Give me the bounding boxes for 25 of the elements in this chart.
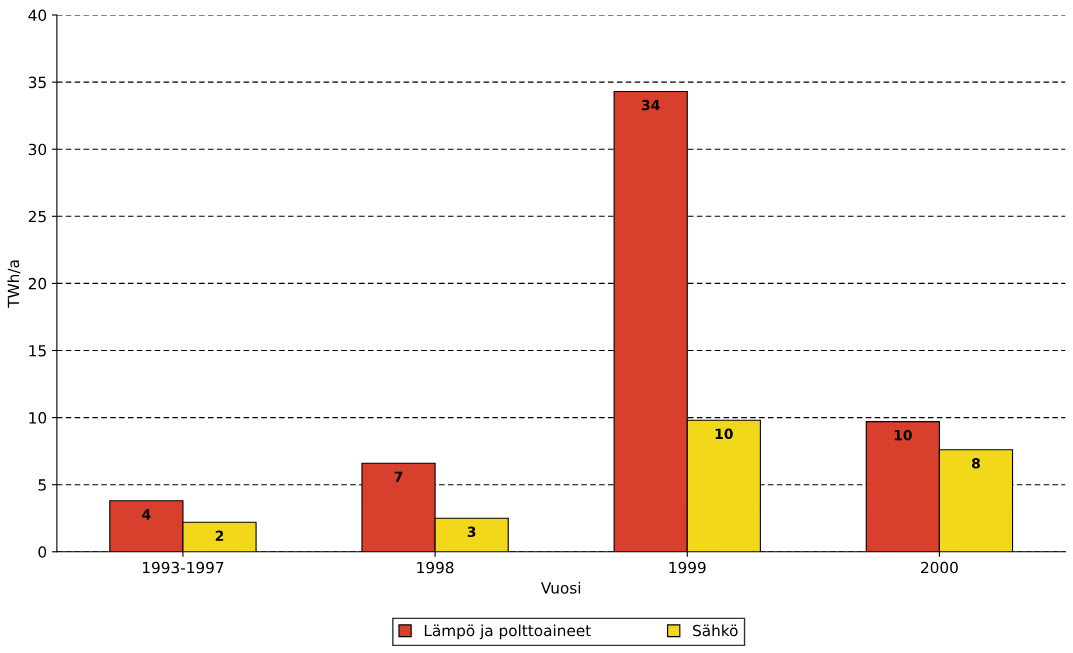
data-label: 8: [971, 458, 980, 469]
data-label: 4: [142, 509, 151, 520]
data-label: 10: [715, 428, 733, 440]
x-tick-label: 1999: [669, 561, 706, 574]
data-label: 3: [467, 526, 476, 538]
y-tick-label: 35: [28, 76, 46, 89]
y-tick-label: 25: [28, 210, 46, 223]
legend-label: Lämpö ja polttoaineet: [424, 624, 591, 640]
y-tick-label: 40: [28, 9, 47, 22]
data-label: 34: [641, 99, 660, 111]
legend-label: Sähkö: [693, 624, 738, 637]
y-tick-label: 10: [29, 412, 47, 424]
x-axis-title: Vuosi: [540, 581, 581, 594]
y-axis-title: TWh/a: [7, 260, 21, 308]
y-tick-label: 0: [38, 546, 47, 558]
y-tick-label: 20: [28, 277, 47, 290]
y-tick-label: 15: [29, 345, 46, 357]
data-label: 10: [894, 429, 912, 441]
data-label: 2: [215, 530, 224, 541]
y-tick-label: 30: [28, 143, 47, 156]
x-tick-label: 2000: [921, 561, 958, 574]
y-tick-label: 5: [38, 479, 46, 491]
x-tick-label: 1998: [417, 561, 454, 574]
x-tick-label: 1993-1997: [142, 561, 224, 574]
data-label: 7: [394, 471, 403, 482]
